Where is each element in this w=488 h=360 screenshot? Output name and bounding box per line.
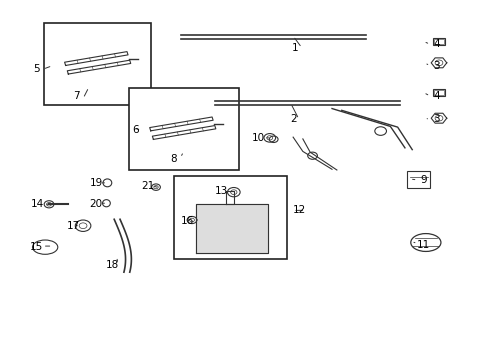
Text: 11: 11 bbox=[416, 240, 429, 250]
Bar bbox=[174, 176, 287, 259]
Bar bbox=[128, 88, 238, 170]
Text: 9: 9 bbox=[419, 175, 426, 185]
Text: 7: 7 bbox=[73, 91, 80, 101]
Text: 3: 3 bbox=[432, 114, 439, 124]
Text: 3: 3 bbox=[432, 61, 439, 71]
Text: 15: 15 bbox=[30, 242, 43, 252]
Text: 6: 6 bbox=[132, 125, 138, 135]
Text: 13: 13 bbox=[214, 186, 227, 197]
Bar bbox=[432, 89, 445, 96]
Bar bbox=[433, 39, 443, 44]
Text: 19: 19 bbox=[89, 178, 102, 188]
Bar bbox=[432, 38, 445, 45]
Text: 21: 21 bbox=[142, 181, 155, 192]
Text: 20: 20 bbox=[89, 199, 102, 209]
Text: 4: 4 bbox=[432, 91, 439, 101]
Text: 14: 14 bbox=[31, 199, 44, 209]
Text: 12: 12 bbox=[292, 205, 305, 215]
Text: 16: 16 bbox=[180, 216, 193, 226]
Polygon shape bbox=[196, 204, 267, 253]
Text: 17: 17 bbox=[66, 221, 80, 231]
Text: 8: 8 bbox=[170, 154, 177, 164]
Text: 1: 1 bbox=[292, 43, 298, 53]
Text: 4: 4 bbox=[432, 39, 439, 49]
Text: 5: 5 bbox=[33, 64, 40, 74]
Bar bbox=[407, 171, 429, 188]
Bar bbox=[44, 23, 151, 105]
Bar bbox=[433, 90, 443, 95]
Text: 18: 18 bbox=[105, 260, 119, 270]
Text: 2: 2 bbox=[289, 114, 296, 124]
Text: 10: 10 bbox=[251, 133, 264, 143]
